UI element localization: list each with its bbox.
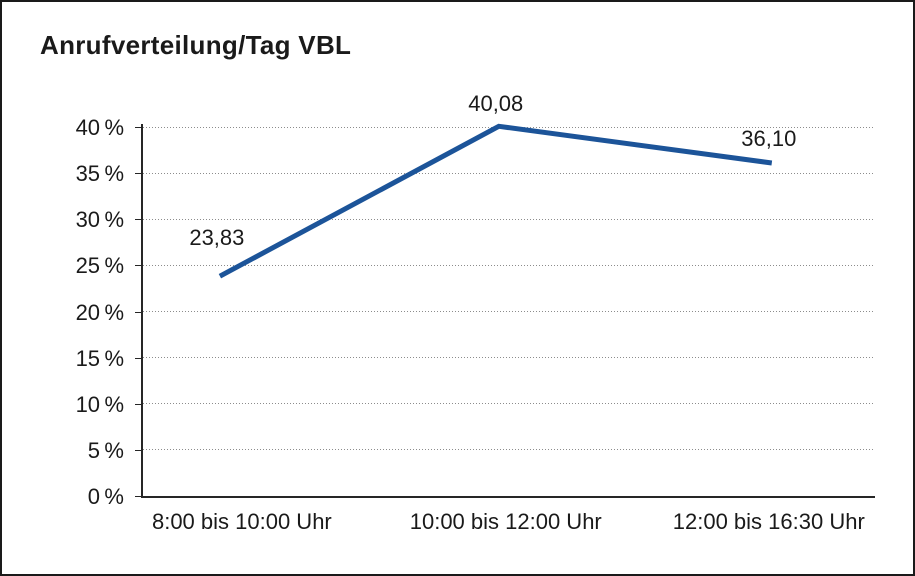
gridline: [143, 264, 875, 266]
y-tick-label: 35 %: [75, 161, 124, 187]
y-tick-label: 20 %: [75, 299, 124, 325]
gridline: [143, 449, 875, 451]
series-line: [218, 123, 773, 279]
y-axis-line: [141, 124, 143, 498]
x-axis-line: [141, 496, 875, 498]
y-tick-mark: [135, 357, 141, 359]
data-label: 23,83: [189, 225, 245, 251]
y-tick-mark: [135, 219, 141, 221]
x-category-label: 12:00 bis 16:30 Uhr: [672, 509, 865, 534]
y-tick-label: 25 %: [75, 253, 124, 279]
x-category-label: 10:00 bis 12:00 Uhr: [409, 509, 602, 534]
y-tick-mark: [135, 173, 141, 175]
y-tick-label: 30 %: [75, 207, 124, 233]
data-label: 40,08: [468, 91, 524, 117]
chart-title: Anrufverteilung/Tag VBL: [40, 30, 352, 60]
data-label: 36,10: [741, 125, 797, 151]
y-tick-mark: [135, 311, 141, 313]
gridline: [143, 357, 875, 359]
gridline: [143, 311, 875, 312]
y-tick-label: 0 %: [87, 484, 124, 509]
gridline: [143, 403, 875, 405]
y-tick-label: 5 %: [87, 437, 124, 463]
y-tick-label: 10 %: [75, 391, 124, 417]
y-tick-mark: [135, 265, 141, 267]
x-category-label: 8:00 bis 10:00 Uhr: [151, 509, 332, 534]
series-line-svg: [218, 123, 773, 279]
y-tick-mark: [135, 449, 141, 451]
y-tick-mark: [135, 496, 141, 497]
gridline: [143, 218, 875, 220]
gridline: [143, 172, 875, 174]
y-tick-mark: [135, 127, 141, 128]
plot-area: [143, 123, 875, 496]
y-tick-label: 15 %: [75, 345, 124, 371]
y-tick-label: 40 %: [75, 115, 124, 140]
y-tick-mark: [135, 403, 141, 405]
